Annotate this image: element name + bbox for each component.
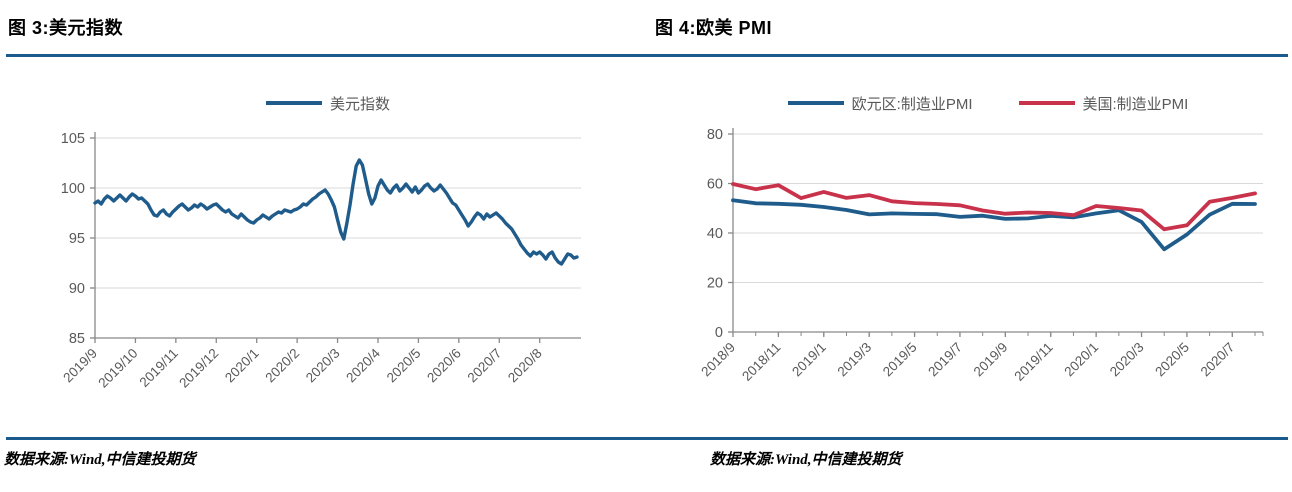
pmi-plot-area: 0 20 40 60 80 2018/9 2018/11 2019/1 2019/3 2019/5… bbox=[698, 127, 1264, 384]
svg-text:2020/2: 2020/2 bbox=[262, 346, 302, 386]
svg-text:2020/1: 2020/1 bbox=[222, 346, 262, 386]
svg-pmi-axes bbox=[732, 128, 1263, 333]
svg-pmi-x-labels: 2018/9 2018/11 2019/1 2019/3 2019/5 2019/7 201… bbox=[698, 332, 1264, 384]
svg-text:85: 85 bbox=[69, 331, 85, 347]
svg-text:105: 105 bbox=[61, 131, 85, 147]
svg-text:2019/7: 2019/7 bbox=[925, 340, 965, 380]
svg-text:95: 95 bbox=[69, 231, 85, 247]
footer-rule bbox=[6, 437, 1288, 440]
svg-pmi-y-labels: 0 20 40 60 80 bbox=[707, 127, 733, 341]
svg-dxy-y-labels: 85 90 95 100 105 bbox=[61, 131, 95, 347]
pmi-euro-legend-label: 欧元区:制造业PMI bbox=[851, 95, 973, 113]
svg-text:2019/12: 2019/12 bbox=[176, 346, 221, 391]
svg-text:2019/11: 2019/11 bbox=[1011, 340, 1055, 384]
dxy-legend: 美元指数 bbox=[28, 88, 628, 118]
svg-text:2019/1: 2019/1 bbox=[789, 340, 829, 380]
svg-text:80: 80 bbox=[707, 127, 723, 143]
pmi-euro-legend-entry: 欧元区:制造业PMI bbox=[787, 93, 973, 114]
svg-text:2019/11: 2019/11 bbox=[137, 346, 181, 390]
svg-pmi-gridlines bbox=[733, 133, 1263, 283]
header-rule bbox=[6, 54, 1288, 57]
pmi-euro-line-swatch bbox=[787, 100, 844, 106]
pmi-chart: 欧元区:制造业PMI 美国:制造业PMI 0 20 40 60 80 2018/9 2018… bbox=[688, 88, 1288, 438]
svg-text:2020/7: 2020/7 bbox=[465, 346, 505, 386]
svg-text:2019/5: 2019/5 bbox=[880, 340, 920, 380]
svg-text:2020/4: 2020/4 bbox=[343, 345, 383, 385]
svg-pmi-series-0 bbox=[731, 198, 1257, 252]
figure3-title: 图 3:美元指数 bbox=[8, 18, 124, 38]
svg-text:2020/8: 2020/8 bbox=[505, 346, 545, 386]
svg-text:2018/9: 2018/9 bbox=[698, 340, 738, 380]
svg-dxy-axes bbox=[94, 132, 581, 339]
svg-text:2020/5: 2020/5 bbox=[1152, 340, 1192, 380]
pmi-legend: 欧元区:制造业PMI 美国:制造业PMI bbox=[688, 88, 1288, 118]
svg-text:2018/11: 2018/11 bbox=[739, 340, 783, 384]
svg-dxy-series-0 bbox=[93, 158, 579, 266]
svg-text:20: 20 bbox=[707, 276, 723, 292]
figure4-title: 图 4:欧美 PMI bbox=[655, 18, 773, 38]
source-note-left: 数据来源:Wind,中信建投期货 bbox=[4, 452, 196, 468]
source-note-right: 数据来源:Wind,中信建投期货 bbox=[710, 452, 902, 468]
pmi-us-line-swatch bbox=[1018, 100, 1075, 106]
svg-text:0: 0 bbox=[715, 325, 723, 341]
svg-pmi-series-1 bbox=[731, 182, 1257, 232]
svg-text:2020/3: 2020/3 bbox=[1107, 340, 1147, 380]
pmi-us-legend-entry: 美国:制造业PMI bbox=[1018, 93, 1189, 114]
svg-text:2019/9: 2019/9 bbox=[60, 346, 100, 386]
svg-text:60: 60 bbox=[707, 177, 723, 193]
dxy-chart: 美元指数 85 90 95 100 105 2019/9 2019/10 2019/11 201… bbox=[28, 88, 628, 438]
pmi-us-legend-label: 美国:制造业PMI bbox=[1082, 95, 1189, 113]
svg-text:2020/7: 2020/7 bbox=[1198, 340, 1238, 380]
svg-text:2020/3: 2020/3 bbox=[303, 346, 343, 386]
svg-text:40: 40 bbox=[707, 226, 723, 242]
svg-text:100: 100 bbox=[61, 181, 85, 197]
svg-text:2019/3: 2019/3 bbox=[834, 340, 874, 380]
svg-dxy-gridlines bbox=[95, 137, 581, 289]
svg-text:2019/9: 2019/9 bbox=[971, 340, 1011, 380]
svg-text:2020/5: 2020/5 bbox=[384, 346, 424, 386]
svg-text:90: 90 bbox=[69, 281, 85, 297]
dxy-legend-entry: 美元指数 bbox=[265, 93, 390, 114]
svg-text:2020/1: 2020/1 bbox=[1061, 340, 1101, 380]
dxy-legend-label: 美元指数 bbox=[329, 95, 390, 113]
dxy-line-swatch bbox=[265, 100, 322, 106]
svg-text:2019/10: 2019/10 bbox=[95, 346, 140, 391]
svg-text:2020/6: 2020/6 bbox=[424, 346, 464, 386]
